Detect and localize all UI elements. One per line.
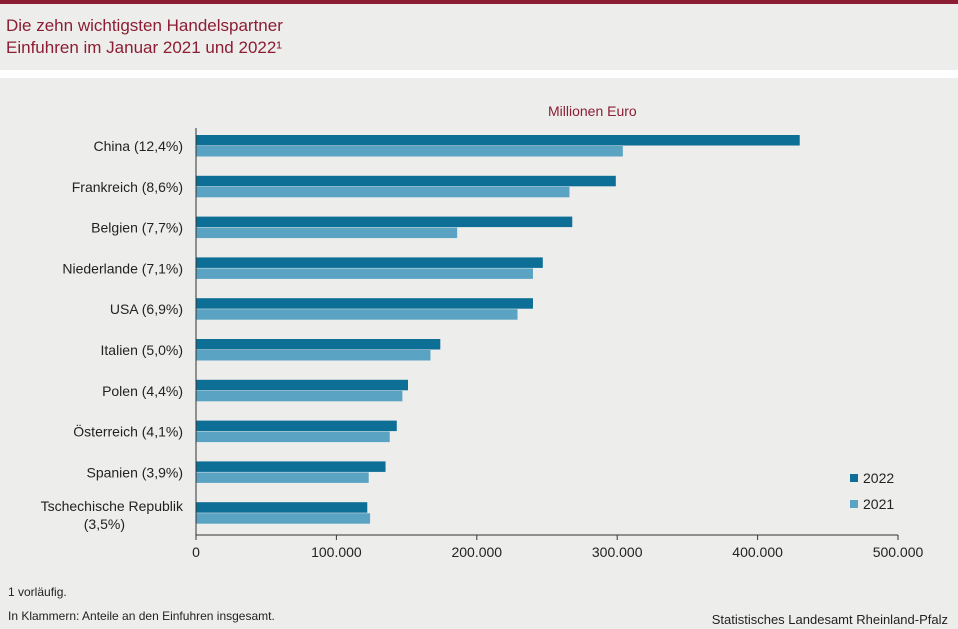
bar-2022 — [196, 339, 441, 350]
category-label: Tschechische Republik — [41, 498, 184, 514]
bar-2022 — [196, 216, 573, 228]
x-tick-label: 500.000 — [873, 544, 924, 560]
x-tick-label: 200.000 — [451, 544, 502, 560]
source-label: Statistisches Landesamt Rheinland-Pfalz — [711, 612, 948, 627]
bar-2021 — [196, 146, 623, 157]
category-label: Polen (4,4%) — [102, 383, 183, 399]
bar-2022 — [196, 298, 533, 309]
footnote-brackets: In Klammern: Anteile an den Einfuhren in… — [8, 609, 275, 623]
x-tick-label: 100.000 — [311, 544, 362, 560]
x-tick-label: 0 — [192, 544, 200, 560]
chart-subtitle: Einfuhren im Januar 2021 und 2022¹ — [6, 38, 282, 57]
category-label: Niederlande (7,1%) — [62, 260, 183, 276]
legend-swatch-2022 — [850, 474, 858, 482]
bar-2021 — [196, 390, 403, 402]
bar-2022 — [196, 175, 616, 187]
bar-2021 — [196, 309, 518, 320]
footnote-preliminary: 1 vorläufig. — [8, 585, 67, 599]
bar-2021 — [196, 431, 390, 443]
unit-label: Millionen Euro — [548, 103, 637, 119]
separator — [0, 70, 958, 78]
bar-2021 — [196, 227, 458, 239]
category-label: Spanien (3,9%) — [86, 464, 183, 480]
x-tick-label: 300.000 — [592, 544, 643, 560]
bar-2021 — [196, 513, 371, 524]
bar-2022 — [196, 461, 386, 472]
bar-2021 — [196, 350, 431, 361]
category-label: Belgien (7,7%) — [91, 220, 183, 236]
category-label: Frankreich (8,6%) — [72, 179, 183, 195]
bar-chart: China (12,4%) Frankreich (8,6%) Belgien (7… — [41, 128, 924, 560]
chart-title: Die zehn wichtigsten Handelspartner — [6, 16, 283, 35]
x-tick-label: 400.000 — [732, 544, 783, 560]
bar-2022 — [196, 420, 397, 432]
bar-2021 — [196, 472, 369, 483]
category-label: China (12,4%) — [94, 138, 184, 154]
bar-2022 — [196, 135, 800, 146]
legend-label-2021: 2021 — [863, 496, 894, 512]
bar-2022 — [196, 379, 409, 391]
bar-2021 — [196, 186, 570, 198]
category-label: USA (6,9%) — [110, 301, 183, 317]
bar-2022 — [196, 257, 543, 268]
legend-label-2022: 2022 — [863, 470, 894, 486]
category-label: Österreich (4,1%) — [73, 423, 183, 440]
legend-swatch-2021 — [850, 500, 858, 508]
bar-2022 — [196, 502, 368, 513]
category-label-line2: (3,5%) — [84, 516, 125, 532]
bar-2021 — [196, 268, 533, 279]
category-label: Italien (5,0%) — [101, 342, 183, 358]
top-accent-bar — [0, 0, 958, 4]
title-area: Die zehn wichtigsten Handelspartner Einf… — [0, 4, 958, 70]
